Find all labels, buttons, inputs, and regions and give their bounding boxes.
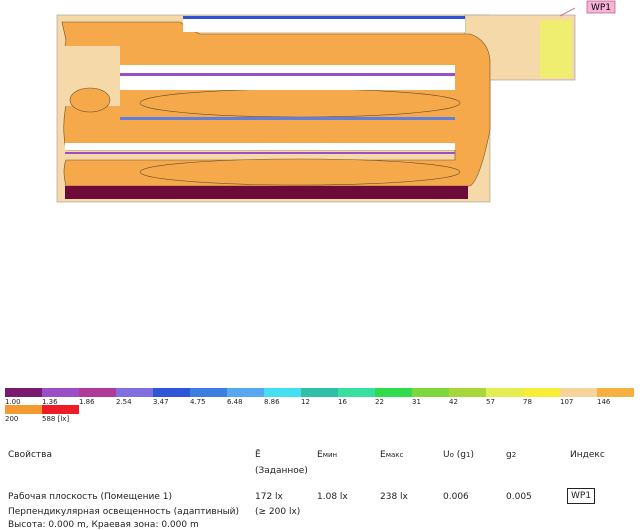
row-kind: Перпендикулярная освещенность (адаптивны… xyxy=(8,507,240,517)
row-u0: 0.006 xyxy=(443,492,469,502)
legend-label: 12 xyxy=(301,398,310,406)
plan: WP1 xyxy=(56,0,616,203)
legend-label: 8.86 xyxy=(264,398,280,406)
header-emax-main: E xyxy=(380,450,386,460)
header-emin-main: E xyxy=(317,450,323,460)
legend-label: 57 xyxy=(486,398,495,406)
legend-swatch xyxy=(597,388,634,397)
legend-label: 4.75 xyxy=(190,398,206,406)
header-g2: g2 xyxy=(506,450,516,460)
legend-swatch xyxy=(42,388,79,397)
legend-label: 78 xyxy=(523,398,532,406)
legend-swatch xyxy=(79,388,116,397)
row-emax: 238 lx xyxy=(380,492,408,502)
legend-label: 16 xyxy=(338,398,347,406)
header-u0: Uo (g1) xyxy=(443,450,474,460)
header-eavg: Ē xyxy=(255,450,261,460)
header-emin-sub: мин xyxy=(322,451,338,459)
row-emin: 1.08 lx xyxy=(317,492,348,502)
header-props: Свойства xyxy=(8,450,52,460)
u0-main: U xyxy=(443,450,450,460)
u0-g: 1 xyxy=(465,451,471,459)
legend-label: 42 xyxy=(449,398,458,406)
legend-swatch xyxy=(449,388,486,397)
legend-swatch xyxy=(5,388,42,397)
legend-label: 1.86 xyxy=(79,398,95,406)
legend-swatch xyxy=(190,388,227,397)
row-name: Рабочая плоскость (Помещение 1) xyxy=(8,492,172,502)
legend-label: 588 [lx] xyxy=(42,415,70,423)
legend-label: 107 xyxy=(560,398,574,406)
legend-label: 200 xyxy=(5,415,19,423)
row-eavg: 172 lx xyxy=(255,492,283,502)
legend-swatch xyxy=(42,405,79,414)
legend-swatch xyxy=(486,388,523,397)
legend-swatch xyxy=(227,388,264,397)
legend-label: 6.48 xyxy=(227,398,243,406)
g2-main: g xyxy=(506,450,512,460)
header-emax-sub: макс xyxy=(385,451,404,459)
legend-swatch xyxy=(116,388,153,397)
legend-swatch xyxy=(560,388,597,397)
legend-swatch xyxy=(412,388,449,397)
legend-label: 1.36 xyxy=(42,398,58,406)
header-index: Индекс xyxy=(570,450,605,460)
u0-rest: (g xyxy=(453,450,466,460)
legend-swatch xyxy=(5,405,42,414)
legend-label: 3.47 xyxy=(153,398,169,406)
g2-sub: 2 xyxy=(511,451,517,459)
row-height: Высота: 0.000 m, Краевая зона: 0.000 m xyxy=(8,520,199,530)
legend-label: 31 xyxy=(412,398,421,406)
header-emin: Eмин xyxy=(317,450,337,460)
legend-swatch xyxy=(523,388,560,397)
legend-label: 146 xyxy=(597,398,611,406)
legend-swatch xyxy=(301,388,338,397)
legend-swatch xyxy=(375,388,412,397)
legend-swatch xyxy=(338,388,375,397)
legend-label: 2.54 xyxy=(116,398,132,406)
plan-tag: WP1 xyxy=(591,3,611,13)
row-index: WP1 xyxy=(567,488,596,504)
u0-sub: o xyxy=(449,451,454,459)
legend-swatch xyxy=(153,388,190,397)
legend-label: 22 xyxy=(375,398,384,406)
header-eavg-note: (Заданное) xyxy=(255,466,308,476)
row-eavg-target: (≥ 200 lx) xyxy=(255,507,301,517)
row-g2: 0.005 xyxy=(506,492,532,502)
legend-swatch xyxy=(264,388,301,397)
u0-close: ) xyxy=(470,450,474,460)
header-emax: Eмакс xyxy=(380,450,403,460)
legend-label: 1.00 xyxy=(5,398,21,406)
